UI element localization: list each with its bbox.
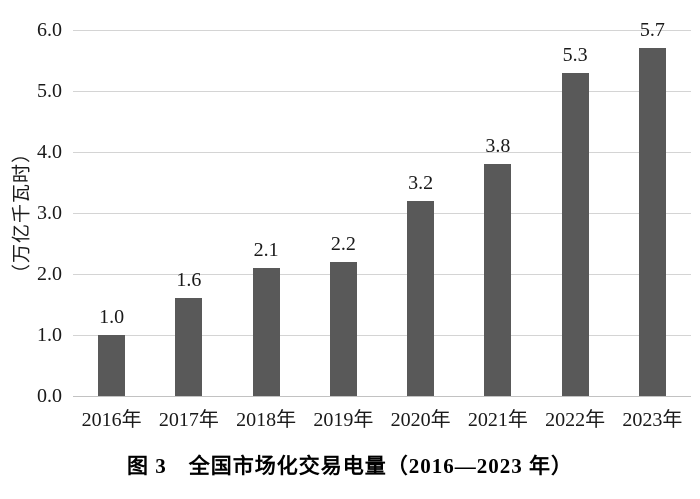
gridline <box>73 151 691 153</box>
bar-2019年 <box>329 261 357 396</box>
bar-2023年 <box>638 48 666 396</box>
x-tick-label: 2023年 <box>622 409 683 431</box>
bar-value-label: 3.8 <box>485 135 511 158</box>
bar-2018年 <box>252 267 280 396</box>
y-tick-label: 0.0 <box>37 385 62 407</box>
bar-2020年 <box>407 200 435 396</box>
x-tick-label: 2016年 <box>81 409 142 431</box>
bar-value-label: 2.2 <box>330 232 356 255</box>
x-tick-label: 2017年 <box>158 409 219 431</box>
y-tick-label: 1.0 <box>37 324 62 346</box>
x-tick-label: 2019年 <box>313 409 374 431</box>
gridline <box>73 212 691 214</box>
gridline <box>73 334 691 336</box>
x-axis-baseline <box>73 395 691 397</box>
bar-value-label: 1.0 <box>99 306 125 328</box>
gridline <box>73 273 691 275</box>
x-tick-label: 2018年 <box>236 409 297 431</box>
bar-value-label: 3.2 <box>408 171 434 194</box>
y-tick-label: 2.0 <box>37 263 62 285</box>
bar-value-label: 5.7 <box>639 19 665 42</box>
y-tick-label: 3.0 <box>37 202 62 224</box>
bar-value-label: 2.1 <box>253 238 279 261</box>
bar-value-label: 5.3 <box>562 43 588 66</box>
bar-2022年 <box>561 72 589 396</box>
figure-caption: 图 3 全国市场化交易电量（2016—2023 年） <box>127 454 573 478</box>
gridline <box>73 29 691 31</box>
y-tick-label: 4.0 <box>37 141 62 163</box>
y-tick-label: 5.0 <box>37 80 62 102</box>
bar-2017年 <box>175 298 203 396</box>
plot-area: 1.0 1.6 2.1 2.2 3.2 3.8 5.3 5.7 <box>73 19 691 397</box>
x-tick-label: 2020年 <box>390 409 451 431</box>
gridline <box>73 90 691 92</box>
bar-value-label: 1.6 <box>176 269 202 292</box>
x-tick-label: 2021年 <box>467 409 528 431</box>
bar-2016年 <box>98 335 126 396</box>
bar-2021年 <box>484 164 512 396</box>
x-tick-label: 2022年 <box>545 409 606 431</box>
y-tick-label: 6.0 <box>37 19 62 41</box>
